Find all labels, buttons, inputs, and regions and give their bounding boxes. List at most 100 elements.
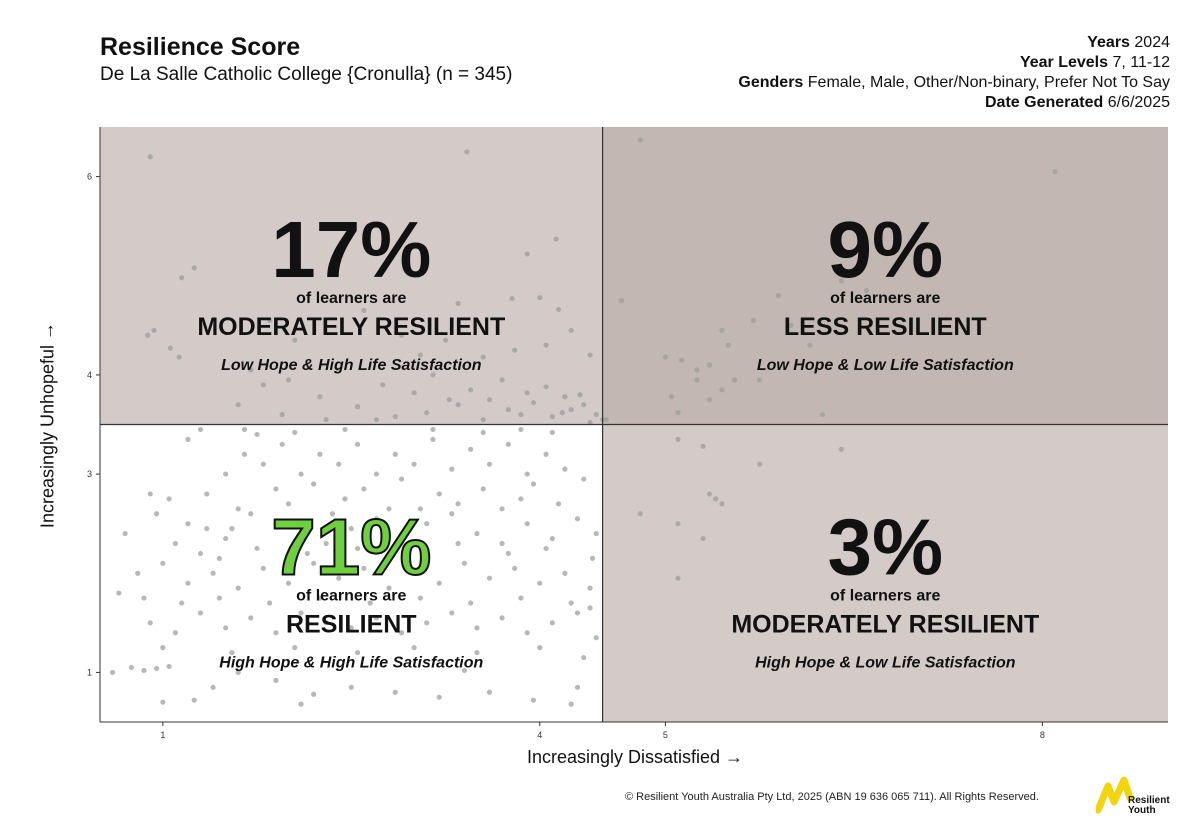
data-point bbox=[549, 535, 555, 542]
data-point bbox=[147, 491, 153, 497]
data-point bbox=[518, 595, 524, 601]
data-point bbox=[185, 521, 191, 527]
data-point bbox=[512, 565, 518, 571]
meta-year-levels-label: Year Levels bbox=[1019, 54, 1109, 71]
data-point bbox=[543, 384, 549, 390]
data-point bbox=[524, 630, 530, 636]
data-point bbox=[505, 550, 511, 557]
data-point bbox=[176, 354, 182, 360]
data-point bbox=[361, 486, 367, 492]
data-point bbox=[292, 429, 298, 436]
data-point bbox=[713, 496, 719, 502]
data-point bbox=[669, 394, 675, 400]
data-point bbox=[568, 327, 574, 333]
data-point bbox=[719, 387, 725, 393]
data-point bbox=[361, 307, 367, 314]
data-point bbox=[210, 570, 216, 576]
data-point bbox=[436, 694, 442, 700]
report-meta: Years 2024 Year Levels 7, 11-12 Genders … bbox=[738, 33, 1170, 113]
chart-subtitle: De La Salle Catholic College {Cronulla} … bbox=[100, 64, 513, 85]
data-point bbox=[223, 535, 229, 542]
quadrant-intro: of learners are bbox=[830, 588, 940, 605]
data-point bbox=[574, 516, 581, 522]
data-point bbox=[417, 595, 423, 601]
data-point bbox=[354, 404, 361, 410]
y-tick-label: 4 bbox=[87, 370, 92, 380]
data-point bbox=[285, 580, 292, 586]
quadrant-category: LESS RESILIENT bbox=[784, 313, 987, 341]
data-point bbox=[700, 535, 706, 542]
x-tick-label: 4 bbox=[537, 730, 542, 740]
data-point bbox=[568, 407, 574, 413]
data-point bbox=[285, 377, 292, 383]
x-tick-label: 1 bbox=[160, 730, 165, 740]
data-point bbox=[248, 511, 254, 517]
data-point bbox=[411, 461, 417, 467]
data-point bbox=[241, 426, 248, 433]
data-point bbox=[593, 411, 599, 418]
data-point bbox=[260, 565, 266, 571]
data-point bbox=[223, 625, 229, 631]
data-point bbox=[197, 550, 204, 557]
data-point bbox=[304, 550, 310, 557]
data-point bbox=[317, 451, 323, 457]
data-point bbox=[273, 521, 279, 527]
data-point bbox=[436, 491, 442, 497]
data-point bbox=[530, 400, 537, 406]
data-point bbox=[468, 387, 474, 393]
data-point bbox=[122, 530, 128, 537]
quadrant-description: High Hope & Low Life Satisfaction bbox=[755, 655, 1016, 672]
data-point bbox=[298, 530, 304, 537]
data-point bbox=[863, 288, 870, 294]
data-point bbox=[838, 446, 844, 452]
meta-date-value: 6/6/2025 bbox=[1107, 94, 1170, 111]
data-point bbox=[285, 501, 292, 507]
quadrant-label-bottom-right: 3%of learners are MODERATELY RESILIENT Hig… bbox=[731, 503, 1039, 672]
data-point bbox=[581, 654, 587, 661]
data-point bbox=[254, 545, 260, 552]
quadrant-label-top-right: 9%of learners are LESS RESILIENT Low Hope … bbox=[757, 205, 1014, 374]
data-point bbox=[141, 595, 147, 601]
data-point bbox=[788, 322, 794, 328]
meta-years-value: 2024 bbox=[1134, 34, 1170, 51]
data-point bbox=[637, 511, 643, 517]
data-point bbox=[480, 416, 486, 423]
quadrant-percent: 9% bbox=[827, 205, 943, 294]
data-point bbox=[354, 441, 361, 447]
data-point bbox=[509, 295, 515, 302]
data-point bbox=[279, 441, 285, 447]
quadrant-intro: of learners are bbox=[296, 290, 406, 307]
data-point bbox=[373, 615, 380, 621]
data-point bbox=[757, 377, 763, 383]
data-point bbox=[499, 377, 505, 383]
data-point bbox=[449, 610, 455, 616]
data-point bbox=[367, 600, 373, 606]
data-point bbox=[775, 292, 782, 299]
data-point bbox=[235, 585, 241, 591]
data-point bbox=[895, 297, 901, 304]
data-point bbox=[153, 511, 160, 517]
logo-text: Resilient Youth bbox=[1128, 796, 1170, 816]
quadrant-top-left bbox=[100, 127, 603, 425]
data-point bbox=[524, 251, 530, 257]
data-point bbox=[587, 419, 593, 426]
data-point bbox=[486, 397, 493, 403]
data-point bbox=[191, 697, 197, 703]
data-point bbox=[556, 501, 562, 507]
data-point bbox=[229, 649, 235, 656]
data-point bbox=[486, 461, 493, 467]
chart-title: Resilience Score bbox=[100, 33, 301, 61]
quadrant-description: Low Hope & High Life Satisfaction bbox=[221, 357, 482, 374]
x-tick-label: 8 bbox=[1040, 730, 1045, 740]
quadrant-description: Low Hope & Low Life Satisfaction bbox=[757, 357, 1014, 374]
data-point bbox=[464, 149, 470, 155]
data-point bbox=[392, 413, 398, 420]
data-point bbox=[524, 390, 530, 396]
data-point bbox=[197, 610, 204, 616]
data-point bbox=[298, 471, 304, 477]
data-point bbox=[455, 402, 461, 408]
data-point bbox=[373, 471, 380, 477]
data-point bbox=[603, 416, 609, 423]
data-point bbox=[235, 669, 241, 676]
y-tick-label: 3 bbox=[87, 469, 92, 479]
